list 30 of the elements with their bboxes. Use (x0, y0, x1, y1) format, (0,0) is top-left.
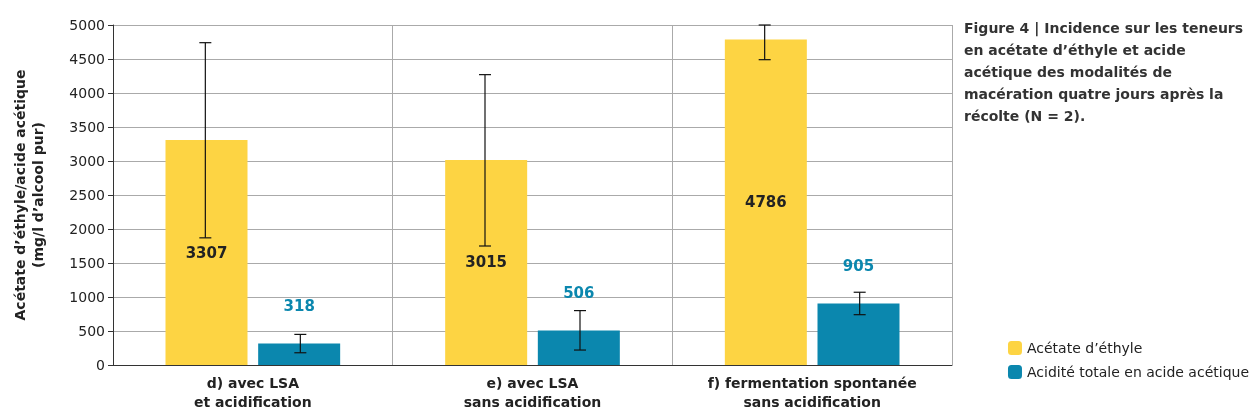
data-label: 3015 (465, 253, 508, 272)
y-tick-label: 500 (78, 323, 105, 339)
x-tick-label: f) fermentation spontanée sans acidification (707, 374, 917, 410)
y-tick-label: 2500 (69, 187, 105, 203)
y-tick-label: 2000 (69, 221, 105, 237)
legend-label: Acétate d’éthyle (1026, 340, 1143, 356)
y-tick-label: 5000 (69, 17, 105, 33)
x-tick-label: d) avec LSA et acidification (194, 374, 312, 410)
y-tick-label: 4500 (69, 51, 105, 67)
y-tick-label: 0 (96, 357, 105, 373)
data-label: 318 (283, 296, 315, 315)
bar (817, 303, 900, 365)
bar (724, 39, 807, 365)
legend-label: Acidité totale en acide acétique (1026, 364, 1250, 380)
y-axis-title: Acétate d’éthyle/acide acétique (mg/l d’alcool pur) (12, 69, 46, 321)
data-label: 4786 (744, 193, 787, 212)
bar (258, 343, 341, 365)
y-tick-label: 3500 (69, 119, 105, 135)
bar (165, 140, 248, 365)
x-tick-label: e) avec LSA sans acidification (463, 374, 602, 410)
data-label: 3307 (185, 243, 228, 262)
y-tick-label: 1500 (69, 255, 105, 271)
y-tick-label: 1000 (69, 289, 105, 305)
bar (537, 330, 620, 365)
bar (445, 159, 528, 365)
y-tick-label: 3000 (69, 153, 105, 169)
data-label: 905 (842, 256, 875, 275)
text: Figure 4 | Incidence sur les teneurs en acétate d’éthyle et acide acétique des modalités de macération quatre jours après la récolte (N = 2). (964, 20, 1248, 124)
data-label: 506 (563, 284, 595, 303)
y-tick-label: 4000 (69, 85, 105, 101)
